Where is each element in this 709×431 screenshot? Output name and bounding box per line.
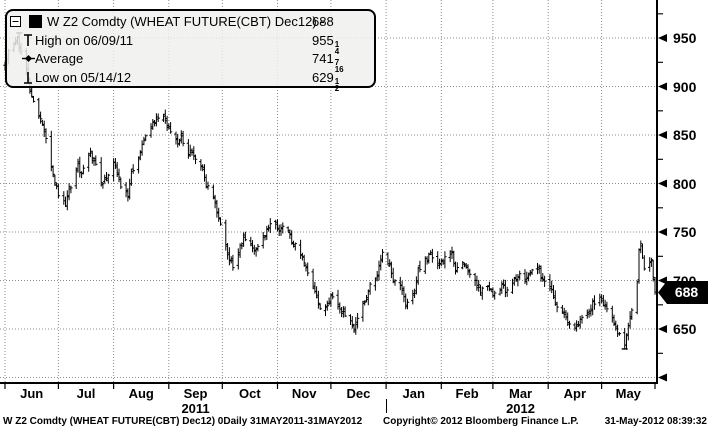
legend-row-high[interactable]: High on 06/09/11 955 1 4 [7,32,374,55]
last-price-text: 688 [674,284,699,300]
legend-row-series[interactable]: W Z2 Comdty (WHEAT FUTURE(CBT) Dec12) -6… [7,13,374,32]
y-axis-arrow-tick [658,179,667,188]
x-axis-ticks [4,383,656,389]
series-swatch-icon [29,15,42,28]
y-axis-arrow-tick [658,373,667,382]
last-price-tag: 688 [658,281,708,304]
y-axis-minor-ticks [657,13,663,354]
y-axis-arrow-tick [658,131,667,139]
x-axis-year-label: 2011 [181,401,210,416]
footer-description: W Z2 Comdty (WHEAT FUTURE(CBT) Dec12) 0D… [3,416,363,427]
y-axis-label: 900 [673,78,697,95]
y-axis-arrow-tick [658,34,667,42]
x-axis-month-label: Sep [183,386,208,401]
fraction: 7 16 [334,58,344,74]
footer-copyright: Copyright© 2012 Bloomberg Finance L.P. [383,416,579,427]
legend-label: Average [35,51,84,66]
legend-label: High on 06/09/11 [35,32,134,48]
footer-bar: W Z2 Comdty (WHEAT FUTURE(CBT) Dec12) 0D… [0,414,709,431]
x-axis-month-label: Apr [563,386,587,401]
legend-row-average[interactable]: Average 741 7 16 [7,50,374,74]
x-axis-month-label: Jul [76,386,96,401]
footer-timestamp: 31-May-2012 08:39:32 [604,416,707,427]
legend-value: 688 [312,14,334,29]
average-marker-icon [22,51,36,66]
legend-value: 955 1 4 [312,32,340,56]
x-axis-month-label: Aug [128,386,154,401]
y-axis-label: 650 [673,321,697,337]
x-axis-month-label: Nov [291,386,317,401]
y-axis-label: 750 [673,224,697,240]
y-axis-label: 850 [673,127,697,143]
x-axis-month-label: Feb [455,386,479,401]
legend-value: 741 7 16 [312,51,344,74]
chart-legend: W Z2 Comdty (WHEAT FUTURE(CBT) Dec12) -6… [5,9,376,92]
legend-value: 629 1 2 [312,69,340,93]
collapse-icon[interactable] [10,16,21,27]
x-axis-month-label: Dec [346,386,371,401]
legend-label: Low on 05/14/12 [35,69,132,85]
high-marker-icon [22,33,34,48]
y-axis-arrow-tick [658,276,667,285]
y-axis-arrow-tick [658,325,667,333]
legend-row-low[interactable]: Low on 05/14/12 629 1 2 [7,69,374,92]
x-axis-month-label: May [615,386,641,401]
y-axis-label: 950 [673,30,697,46]
x-axis-year-label: 2012 [506,401,535,416]
low-marker-icon [22,70,34,85]
y-axis-arrow-tick [658,82,667,91]
x-axis-month-label: Mar [508,386,533,401]
x-axis-month-label: Jan [402,386,425,401]
y-axis-arrow-tick [658,228,667,236]
year-divider [386,399,388,413]
x-axis-month-label: Jun [20,386,44,401]
legend-label: W Z2 Comdty (WHEAT FUTURE(CBT) Dec12) - [47,14,325,29]
y-axis-label: 800 [673,175,697,192]
x-axis-month-label: Oct [239,386,261,401]
